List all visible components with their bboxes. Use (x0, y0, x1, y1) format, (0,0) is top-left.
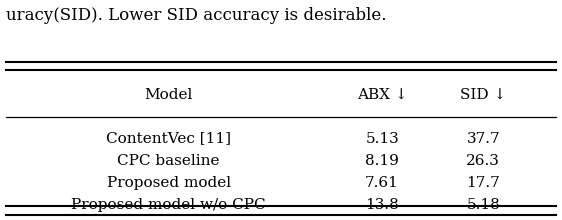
Text: 37.7: 37.7 (466, 132, 500, 146)
Text: Model: Model (144, 88, 193, 102)
Text: 26.3: 26.3 (466, 154, 500, 168)
Text: CPC baseline: CPC baseline (117, 154, 220, 168)
Text: SID ↓: SID ↓ (460, 88, 506, 102)
Text: 7.61: 7.61 (365, 176, 399, 190)
Text: 5.13: 5.13 (365, 132, 399, 146)
Text: 17.7: 17.7 (466, 176, 500, 190)
Text: uracy(SID). Lower SID accuracy is desirable.: uracy(SID). Lower SID accuracy is desira… (6, 7, 386, 24)
Text: Proposed model: Proposed model (107, 176, 230, 190)
Text: 8.19: 8.19 (365, 154, 399, 168)
Text: 13.8: 13.8 (365, 198, 399, 212)
Text: 5.18: 5.18 (466, 198, 500, 212)
Text: Proposed model w/o CPC: Proposed model w/o CPC (71, 198, 266, 212)
Text: ABX ↓: ABX ↓ (357, 88, 407, 102)
Text: ContentVec [11]: ContentVec [11] (106, 132, 231, 146)
